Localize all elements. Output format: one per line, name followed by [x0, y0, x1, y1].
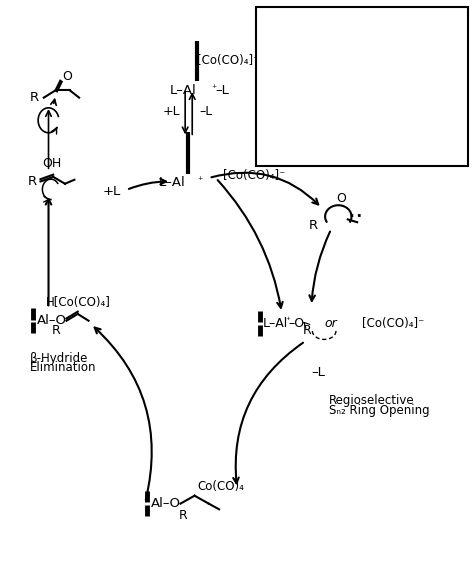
Text: R: R [178, 509, 187, 522]
Text: or: or [325, 317, 337, 330]
Text: –L: –L [311, 366, 325, 379]
Text: R: R [309, 218, 318, 232]
Text: O: O [337, 192, 346, 205]
Text: R²: R² [425, 23, 435, 34]
Text: ⁺: ⁺ [285, 316, 290, 325]
Text: ⁺: ⁺ [197, 176, 202, 186]
Text: Co(CO)₄: Co(CO)₄ [197, 480, 244, 493]
Text: R: R [30, 91, 39, 104]
Text: O: O [63, 70, 73, 83]
Text: O: O [401, 53, 410, 63]
Text: +: + [301, 69, 308, 79]
Text: Al: Al [393, 67, 404, 77]
Text: –L: –L [200, 105, 213, 118]
Text: Elimination: Elimination [30, 361, 96, 374]
Text: R: R [302, 324, 311, 337]
Text: ⁺: ⁺ [211, 84, 216, 94]
Text: N: N [387, 53, 396, 63]
Text: Regioselective: Regioselective [329, 394, 415, 407]
Text: L = THF,: L = THF, [303, 26, 353, 39]
Text: H[Co(CO)₄]: H[Co(CO)₄] [46, 296, 111, 309]
Text: +L: +L [103, 184, 121, 197]
Text: epoxide,: epoxide, [303, 36, 353, 49]
Text: R¹: R¹ [405, 11, 416, 20]
Text: R: R [27, 175, 36, 188]
Text: +L: +L [162, 105, 180, 118]
Text: R¹: R¹ [406, 131, 417, 141]
Text: ⁺: ⁺ [406, 65, 410, 74]
Text: O: O [401, 80, 410, 90]
Text: [Co(CO)₄]⁻: [Co(CO)₄]⁻ [223, 170, 285, 182]
FancyBboxPatch shape [256, 7, 468, 166]
Text: Et₂O: Et₂O [303, 46, 329, 58]
Text: –O: –O [289, 317, 305, 330]
Text: OH: OH [42, 156, 62, 170]
Text: Sₙ₂ Ring Opening: Sₙ₂ Ring Opening [329, 403, 429, 417]
Text: =: = [310, 71, 321, 84]
Text: Al–O: Al–O [151, 497, 181, 510]
Text: N: N [387, 80, 396, 90]
Text: R: R [52, 324, 61, 337]
Text: [Co(CO)₄]⁻: [Co(CO)₄]⁻ [197, 55, 259, 67]
Text: –L: –L [216, 84, 230, 97]
Text: R²: R² [425, 113, 435, 123]
Text: Al: Al [284, 71, 295, 84]
Text: L–Al: L–Al [263, 317, 288, 330]
Text: Al–O: Al–O [36, 314, 67, 327]
Text: L–Al: L–Al [170, 84, 197, 97]
Text: β-Hydride: β-Hydride [30, 352, 88, 365]
Text: [Co(CO)₄]⁻: [Co(CO)₄]⁻ [362, 317, 424, 330]
Text: L–Al: L–Al [158, 176, 185, 189]
